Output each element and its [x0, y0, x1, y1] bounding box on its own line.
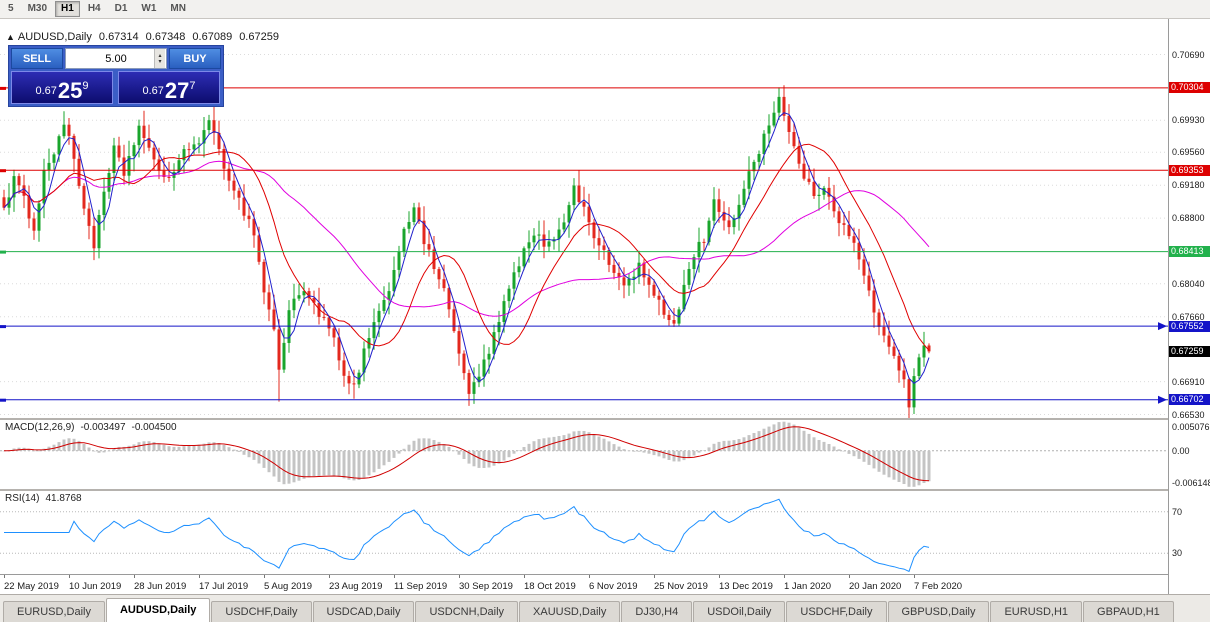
ask-price-box[interactable]: 0.67 27 7: [118, 71, 220, 104]
chart-tab-eurusd-daily[interactable]: EURUSD,Daily: [3, 601, 105, 622]
macd-value-signal: -0.004500: [131, 422, 177, 433]
chart-tab-xauusd-daily[interactable]: XAUUSD,Daily: [519, 601, 621, 622]
panel-separator[interactable]: [0, 418, 1168, 420]
time-label: 23 Aug 2019: [329, 581, 383, 592]
chart-tab-dj30-h4[interactable]: DJ30,H4: [621, 601, 693, 622]
open-value: 0.67314: [98, 31, 139, 43]
rsi-title: RSI(14): [5, 493, 40, 504]
panel-separator[interactable]: [0, 489, 1168, 491]
price-tick-label: 0.67660: [1172, 311, 1205, 322]
chart-tab-usdchf-daily[interactable]: USDCHF,Daily: [786, 601, 887, 622]
timeframe-toolbar: 5 M30 H1 H4 D1 W1 MN: [0, 0, 1210, 19]
time-label: 25 Nov 2019: [654, 581, 708, 592]
time-label: 5 Aug 2019: [264, 581, 313, 592]
chart-panels: ▲ AUDUSD,Daily 0.67314 0.67348 0.67089 0.6725…: [0, 19, 1168, 594]
macd-canvas[interactable]: [0, 420, 1168, 489]
price-tick-label: 0.66910: [1172, 376, 1205, 387]
rsi-canvas[interactable]: [0, 491, 1168, 574]
hline-price-label[interactable]: 0.70304: [1169, 82, 1210, 94]
hline-price-label[interactable]: 0.68413: [1169, 246, 1210, 258]
macd-label: MACD(12,26,9) -0.003497 -0.004500: [5, 422, 183, 433]
sell-button[interactable]: SELL: [11, 48, 63, 69]
chart-workspace: ▲ AUDUSD,Daily 0.67314 0.67348 0.67089 0.6725…: [0, 19, 1210, 594]
volume-spinner[interactable]: ▴ ▾: [154, 49, 165, 68]
time-label: 6 Nov 2019: [589, 581, 638, 592]
rsi-value: 41.8768: [45, 493, 82, 504]
rsi-level-label: 30: [1172, 548, 1183, 559]
price-tick-label: 0.68800: [1172, 213, 1205, 224]
ask-prefix: 0.67: [142, 85, 164, 97]
price-tick-label: 0.69930: [1172, 115, 1205, 126]
time-label: 22 May 2019: [4, 581, 59, 592]
price-tick-label: 0.69180: [1172, 180, 1205, 191]
rsi-level-label: 70: [1172, 506, 1183, 517]
bid-big-digits: 25: [57, 78, 83, 103]
chart-tab-usdchf-daily[interactable]: USDCHF,Daily: [211, 601, 312, 622]
current-price-label: 0.67259: [1169, 345, 1210, 357]
hline-price-label[interactable]: 0.66702: [1169, 394, 1210, 406]
macd-indicator-panel: MACD(12,26,9) -0.003497 -0.004500: [0, 420, 1168, 489]
bid-price-box[interactable]: 0.67 25 9: [11, 71, 113, 104]
symbol-name: AUDUSD,Daily: [17, 31, 92, 43]
time-label: 20 Jan 2020: [849, 581, 902, 592]
chart-tab-bar: EURUSD,Daily AUDUSD,Daily USDCHF,Daily USDC…: [0, 594, 1210, 622]
macd-axis-min: -0.006148: [1172, 478, 1210, 488]
price-chart-panel: ▲ AUDUSD,Daily 0.67314 0.67348 0.67089 0.6725…: [0, 19, 1168, 418]
time-label: 17 Jul 2019: [199, 581, 249, 592]
time-label: 10 Jun 2019: [69, 581, 122, 592]
ask-pip-digit: 7: [189, 80, 196, 92]
bid-pip-digit: 9: [82, 80, 89, 92]
macd-value-main: -0.003497: [80, 422, 126, 433]
timeframe-button-m30[interactable]: M30: [22, 1, 53, 17]
buy-button[interactable]: BUY: [169, 48, 221, 69]
time-label: 18 Oct 2019: [524, 581, 576, 592]
one-click-trading-panel: SELL 5.00 ▴ ▾ BUY 0.67 25 9 0.67 27 7: [8, 45, 224, 107]
close-value: 0.67259: [239, 31, 279, 43]
time-label: 1 Jan 2020: [784, 581, 832, 592]
ask-big-digits: 27: [164, 78, 190, 103]
symbol-arrow-icon: ▲: [6, 32, 15, 42]
bid-prefix: 0.67: [35, 85, 57, 97]
time-label: 7 Feb 2020: [914, 581, 963, 592]
chart-tab-eurusd-h1[interactable]: EURUSD,H1: [990, 601, 1083, 622]
timeframe-button-d1[interactable]: D1: [109, 1, 134, 17]
chart-tab-audusd-daily[interactable]: AUDUSD,Daily: [105, 598, 211, 622]
timeframe-button-h1[interactable]: H1: [55, 1, 80, 17]
timeframe-button-5[interactable]: 5: [2, 1, 20, 17]
macd-axis-max: 0.005076: [1172, 422, 1210, 432]
symbol-ohlc-header: ▲ AUDUSD,Daily 0.67314 0.67348 0.67089 0.6725…: [6, 31, 286, 43]
chart-tab-gbpusd-daily[interactable]: GBPUSD,Daily: [887, 601, 990, 622]
spinner-down-icon[interactable]: ▾: [158, 58, 162, 65]
chart-tab-usdcad-daily[interactable]: USDCAD,Daily: [312, 601, 415, 622]
price-chart-canvas[interactable]: [0, 19, 1168, 418]
volume-field[interactable]: 5.00 ▴ ▾: [65, 48, 167, 69]
macd-axis-zero: 0.00: [1172, 445, 1190, 456]
chart-tab-usdoil-daily[interactable]: USDOil,Daily: [693, 601, 786, 622]
hline-price-label[interactable]: 0.69353: [1169, 164, 1210, 176]
timeframe-button-mn[interactable]: MN: [164, 1, 192, 17]
time-label: 11 Sep 2019: [394, 581, 448, 592]
time-axis[interactable]: 22 May 2019 10 Jun 2019 28 Jun 2019 17 Jul …: [0, 574, 1168, 594]
time-label: 30 Sep 2019: [459, 581, 513, 592]
price-tick-label: 0.66530: [1172, 409, 1205, 420]
high-value: 0.67348: [145, 31, 186, 43]
price-axis[interactable]: 0.70690 0.69930 0.69560 0.69180 0.68800 0.680…: [1168, 19, 1210, 594]
price-tick-label: 0.69560: [1172, 147, 1205, 158]
timeframe-button-h4[interactable]: H4: [82, 1, 107, 17]
chart-tab-gbpaud-h1[interactable]: GBPAUD,H1: [1083, 601, 1174, 622]
chart-tab-usdcnh-daily[interactable]: USDCNH,Daily: [415, 601, 519, 622]
hline-price-label[interactable]: 0.67552: [1169, 320, 1210, 332]
macd-title: MACD(12,26,9): [5, 422, 75, 433]
low-value: 0.67089: [192, 31, 233, 43]
price-tick-label: 0.70690: [1172, 49, 1205, 60]
rsi-indicator-panel: RSI(14) 41.8768: [0, 491, 1168, 574]
rsi-label: RSI(14) 41.8768: [5, 493, 88, 504]
time-label: 28 Jun 2019: [134, 581, 187, 592]
volume-value: 5.00: [105, 52, 127, 65]
timeframe-button-w1[interactable]: W1: [135, 1, 162, 17]
time-label: 13 Dec 2019: [719, 581, 773, 592]
spinner-up-icon[interactable]: ▴: [158, 52, 162, 59]
price-tick-label: 0.68040: [1172, 278, 1205, 289]
